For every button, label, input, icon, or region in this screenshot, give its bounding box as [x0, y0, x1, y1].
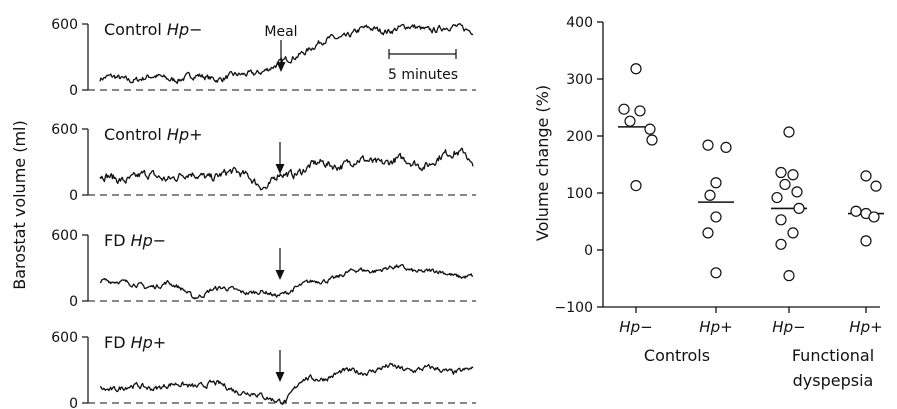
trace-1: 600 0 Control Hp−: [51, 17, 476, 99]
trace-line: [100, 362, 474, 405]
data-point: [646, 134, 658, 146]
volume-change-chart: Volume change (%) −100 0 100 200 300 400 Hp− Hp…: [533, 15, 884, 390]
data-point: [710, 177, 722, 189]
y-tick-label: 400: [566, 15, 593, 31]
trace-line: [99, 147, 474, 191]
meal-arrow-head: [275, 372, 285, 382]
trace-group: 600 0 Control Hp− 600 0 Control Hp+ 600 0 FD Hp−…: [51, 17, 476, 409]
meal-annotation: Meal: [264, 24, 298, 72]
trace-title: FD Hp+: [104, 333, 166, 352]
data-point: [634, 105, 646, 117]
data-point: [775, 166, 787, 179]
data-point: [775, 214, 787, 226]
trace-line: [99, 264, 473, 300]
trace-tick-label-600: 600: [51, 228, 78, 244]
trace-title: FD Hp−: [104, 231, 166, 250]
x-tick-label: Hp−: [619, 318, 652, 336]
data-point: [630, 63, 642, 75]
barostat-traces-panel: Barostat volume (ml) 600 0 Control Hp− 600 0…: [10, 17, 476, 409]
data-point: [850, 205, 862, 217]
trace-3: 600 0 FD Hp−: [51, 228, 476, 310]
trace-2: 600 0 Control Hp+: [51, 122, 476, 204]
x-tick-label: Hp−: [772, 318, 805, 336]
data-point: [720, 141, 732, 153]
data-point: [787, 227, 799, 239]
scale-bar: 5 minutes: [388, 49, 458, 83]
data-point: [771, 191, 783, 204]
group-label-dyspepsia: dyspepsia: [793, 371, 874, 390]
data-point: [644, 123, 656, 135]
trace-tick-label-0: 0: [69, 83, 78, 99]
data-point: [702, 227, 714, 239]
meal-label: Meal: [264, 24, 297, 40]
data-point: [710, 211, 722, 223]
y-tick-label: −100: [555, 300, 593, 316]
trace-tick-label-600: 600: [51, 17, 78, 33]
trace-line: [99, 22, 474, 85]
data-point: [860, 170, 872, 182]
trace-tick-label-0: 0: [69, 396, 78, 409]
y-tick-label: 200: [566, 129, 593, 145]
data-point: [624, 115, 636, 127]
y-tick-label: 100: [566, 186, 593, 202]
data-point: [783, 270, 795, 282]
data-point: [775, 238, 787, 250]
scale-bar-label: 5 minutes: [388, 67, 458, 83]
meal-arrow-head: [275, 270, 285, 280]
data-point: [630, 179, 642, 192]
data-point: [870, 180, 882, 192]
barostat-ylabel: Barostat volume (ml): [10, 120, 29, 289]
data-point: [783, 126, 795, 138]
trace-tick-label-600: 600: [51, 122, 78, 138]
trace-tick-label-0: 0: [69, 294, 78, 310]
data-point: [779, 178, 791, 191]
trace-tick-label-600: 600: [51, 330, 78, 346]
y-tick-label: 0: [584, 243, 593, 259]
scatter-plot: −100 0 100 200 300 400 Hp− Hp+ Hp− Hp+: [555, 15, 884, 336]
y-tick-label: 300: [566, 72, 593, 88]
chart-ylabel: Volume change (%): [533, 85, 552, 241]
data-point: [791, 186, 803, 198]
data-point: [860, 235, 872, 247]
meal-arrow-head: [276, 62, 286, 72]
data-point: [704, 189, 716, 201]
data-point: [793, 202, 805, 214]
group-label-controls: Controls: [644, 346, 710, 365]
trace-title: Control Hp−: [104, 20, 203, 39]
trace-4: 600 0 FD Hp+: [51, 330, 476, 409]
group-label-functional: Functional: [792, 346, 874, 365]
trace-title: Control Hp+: [104, 125, 203, 144]
trace-tick-label-0: 0: [69, 188, 78, 204]
data-point: [618, 103, 630, 115]
meal-arrow-head: [275, 164, 285, 174]
x-tick-label: Hp+: [699, 318, 732, 336]
data-point: [868, 211, 880, 223]
data-point: [787, 169, 799, 181]
data-point: [702, 139, 714, 151]
x-tick-label: Hp+: [849, 318, 882, 336]
data-point: [710, 267, 722, 279]
